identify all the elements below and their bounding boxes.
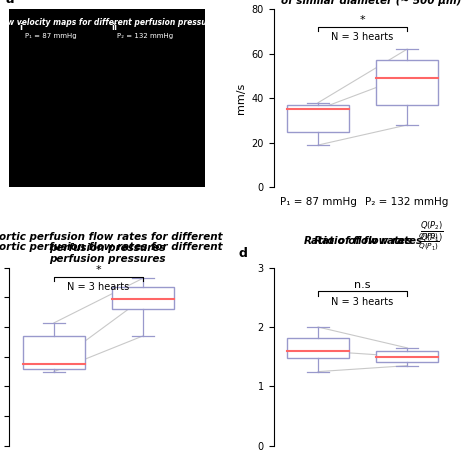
Bar <box>23 336 85 369</box>
Bar <box>287 338 349 358</box>
Text: *: * <box>360 15 365 25</box>
Bar <box>287 105 349 131</box>
Text: Aortic perfusion flow rates for different
perfusion pressures: Aortic perfusion flow rates for differen… <box>0 232 223 253</box>
Text: N = 3 hearts: N = 3 hearts <box>331 297 394 307</box>
Bar <box>376 351 438 362</box>
Text: $\frac{Q(P_2)}{Q(P_1)}$: $\frac{Q(P_2)}{Q(P_1)}$ <box>420 219 444 243</box>
Bar <box>376 61 438 105</box>
Text: b: b <box>238 0 247 2</box>
Text: N = 3 hearts: N = 3 hearts <box>331 32 394 42</box>
Text: Aortic perfusion flow rates for different
perfusion pressures: Aortic perfusion flow rates for differen… <box>0 243 223 264</box>
Text: ii: ii <box>111 24 117 32</box>
Text: Flow velocity maps for different perfusion pressures: Flow velocity maps for different perfusi… <box>0 18 220 27</box>
Text: i: i <box>19 24 22 32</box>
Text: Ratio of flow rates  $\frac{Q(P_2)}{Q(P_1)}$: Ratio of flow rates $\frac{Q(P_2)}{Q(P_1… <box>303 232 440 253</box>
Y-axis label: mm/s: mm/s <box>236 83 246 114</box>
Text: a: a <box>6 0 14 5</box>
Text: n.s: n.s <box>354 280 371 289</box>
Text: d: d <box>238 248 247 260</box>
Text: N = 3 hearts: N = 3 hearts <box>67 282 129 292</box>
Text: *: * <box>96 265 101 275</box>
Text: Ratio of flow rates: Ratio of flow rates <box>314 236 429 246</box>
Bar <box>112 287 174 309</box>
Text: P₂ = 132 mmHg: P₂ = 132 mmHg <box>117 33 173 39</box>
Text: P₁ = 87 mmHg: P₁ = 87 mmHg <box>25 33 77 39</box>
Text: Flow velocity in pairs of vessels
of similar diameter (~ 500 μm): Flow velocity in pairs of vessels of sim… <box>279 0 464 5</box>
